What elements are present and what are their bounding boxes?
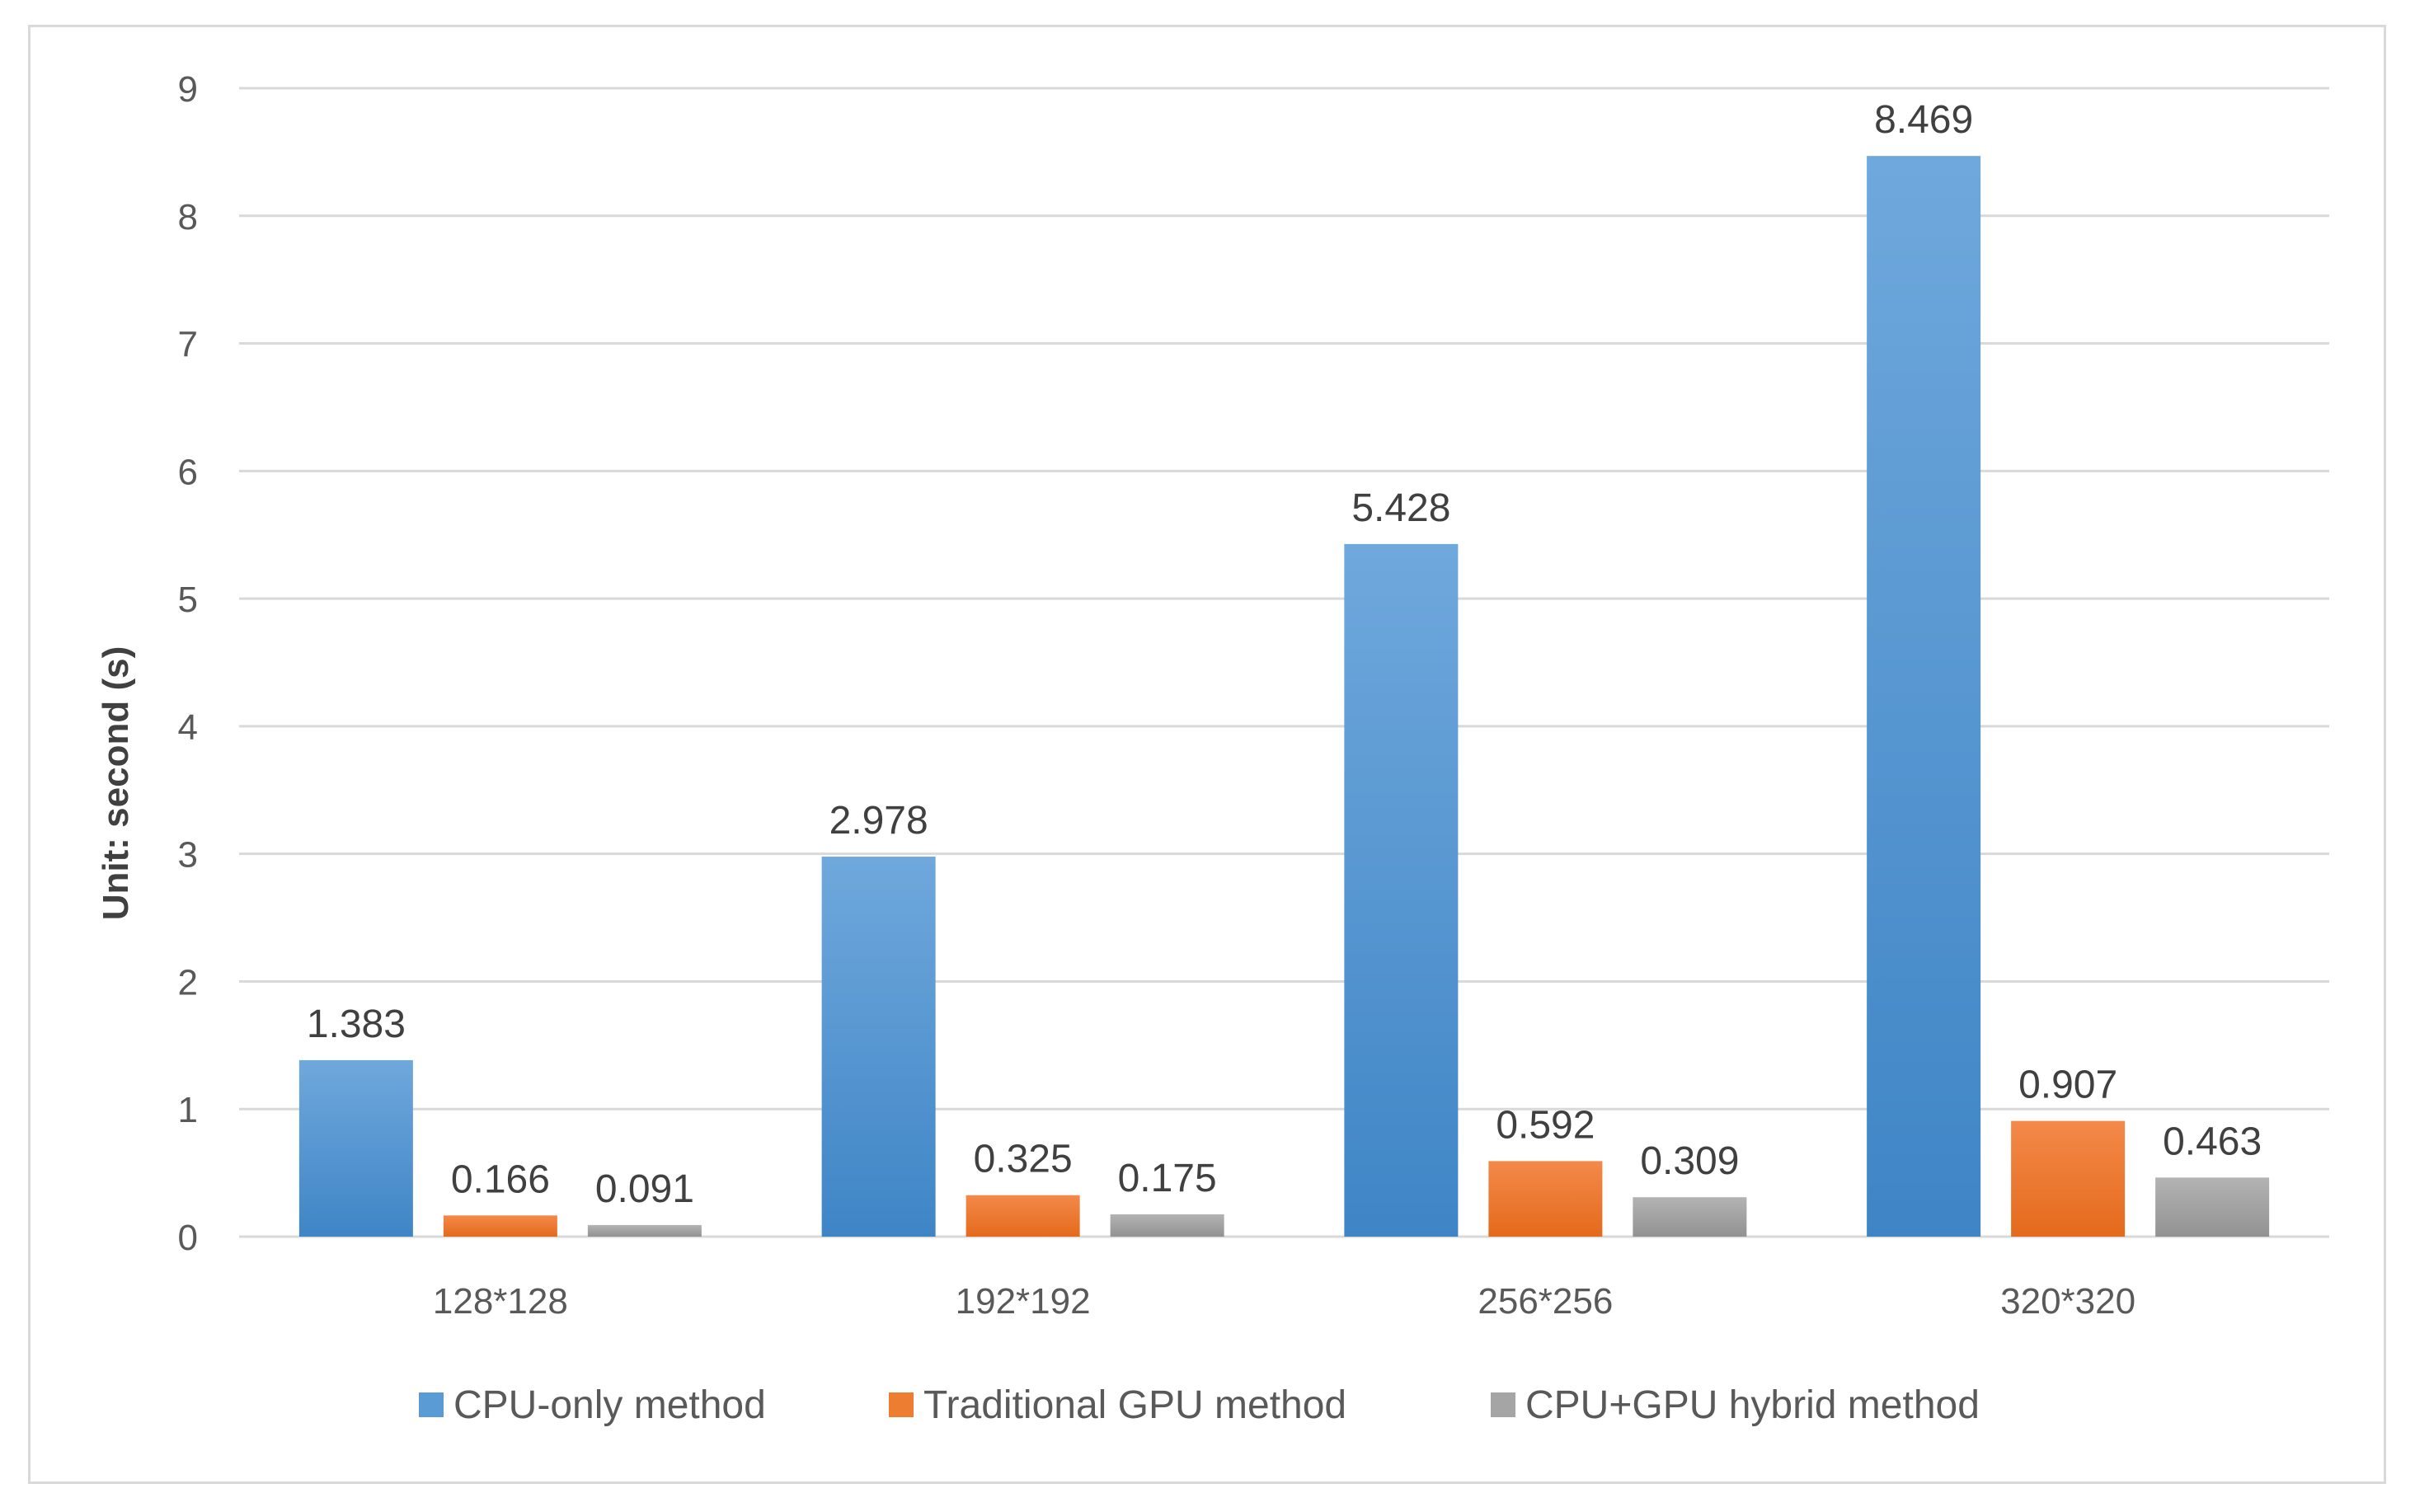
data-label: 5.428: [1351, 486, 1450, 530]
y-tick-label: 0: [178, 1218, 198, 1258]
data-label: 8.469: [1874, 98, 1973, 142]
bar: [2011, 1120, 2126, 1237]
y-tick-label: 8: [178, 197, 198, 237]
data-label: 0.325: [974, 1138, 1073, 1181]
bars: [298, 156, 2270, 1237]
x-tick-label: 256*256: [1478, 1281, 1613, 1322]
legend-label: CPU+GPU hybrid method: [1525, 1383, 1980, 1427]
x-axis-ticks: 128*128 192*192 256*256 320*320: [433, 1281, 2135, 1322]
bar: [587, 1224, 702, 1237]
bar: [1867, 156, 1981, 1237]
x-tick-label: 320*320: [2000, 1281, 2135, 1322]
y-axis-title: Unit: second (s): [96, 646, 136, 920]
data-label: 0.091: [595, 1167, 694, 1211]
bar: [1344, 543, 1459, 1237]
y-tick-label: 1: [178, 1090, 198, 1130]
legend-label: CPU-only method: [453, 1383, 766, 1427]
legend-item: CPU-only method: [419, 1383, 766, 1427]
data-label: 1.383: [307, 1003, 406, 1046]
bar: [966, 1195, 1080, 1237]
y-tick-label: 9: [178, 69, 198, 110]
legend-item: Traditional GPU method: [889, 1383, 1346, 1427]
bar: [2155, 1177, 2270, 1237]
data-label: 0.175: [1118, 1157, 1217, 1200]
y-tick-label: 3: [178, 835, 198, 876]
chart-frame: [28, 25, 2386, 1484]
legend-label: Traditional GPU method: [923, 1383, 1346, 1427]
bar: [1110, 1214, 1224, 1237]
bar: [443, 1215, 557, 1237]
y-tick-label: 4: [178, 707, 198, 748]
data-label: 2.978: [829, 799, 928, 843]
data-label: 0.592: [1496, 1103, 1595, 1147]
bar: [298, 1059, 413, 1237]
y-tick-label: 7: [178, 325, 198, 365]
x-tick-label: 128*128: [433, 1281, 568, 1322]
data-label: 0.309: [1640, 1139, 1739, 1183]
data-label: 0.463: [2163, 1120, 2262, 1163]
bar: [821, 857, 936, 1237]
data-labels: 1.383 0.166 0.091 2.978 0.325 0.175 5.428 0.592…: [307, 98, 2262, 1211]
legend-swatch: [889, 1392, 914, 1417]
y-axis-ticks: 0 1 2 3 4 5 6 7 8 9: [178, 69, 198, 1258]
y-tick-label: 2: [178, 962, 198, 1003]
bar: [1488, 1161, 1603, 1237]
data-label: 0.166: [451, 1157, 550, 1201]
y-tick-label: 6: [178, 452, 198, 492]
legend: CPU-only method Traditional GPU method CPU…: [419, 1383, 1980, 1427]
y-tick-label: 5: [178, 580, 198, 620]
bar: [1633, 1197, 1747, 1237]
gridlines: [239, 87, 2329, 1238]
legend-swatch: [419, 1392, 444, 1417]
legend-item: CPU+GPU hybrid method: [1491, 1383, 1980, 1427]
legend-swatch: [1491, 1392, 1515, 1417]
x-tick-label: 192*192: [956, 1281, 1091, 1322]
data-label: 0.907: [2018, 1064, 2117, 1107]
